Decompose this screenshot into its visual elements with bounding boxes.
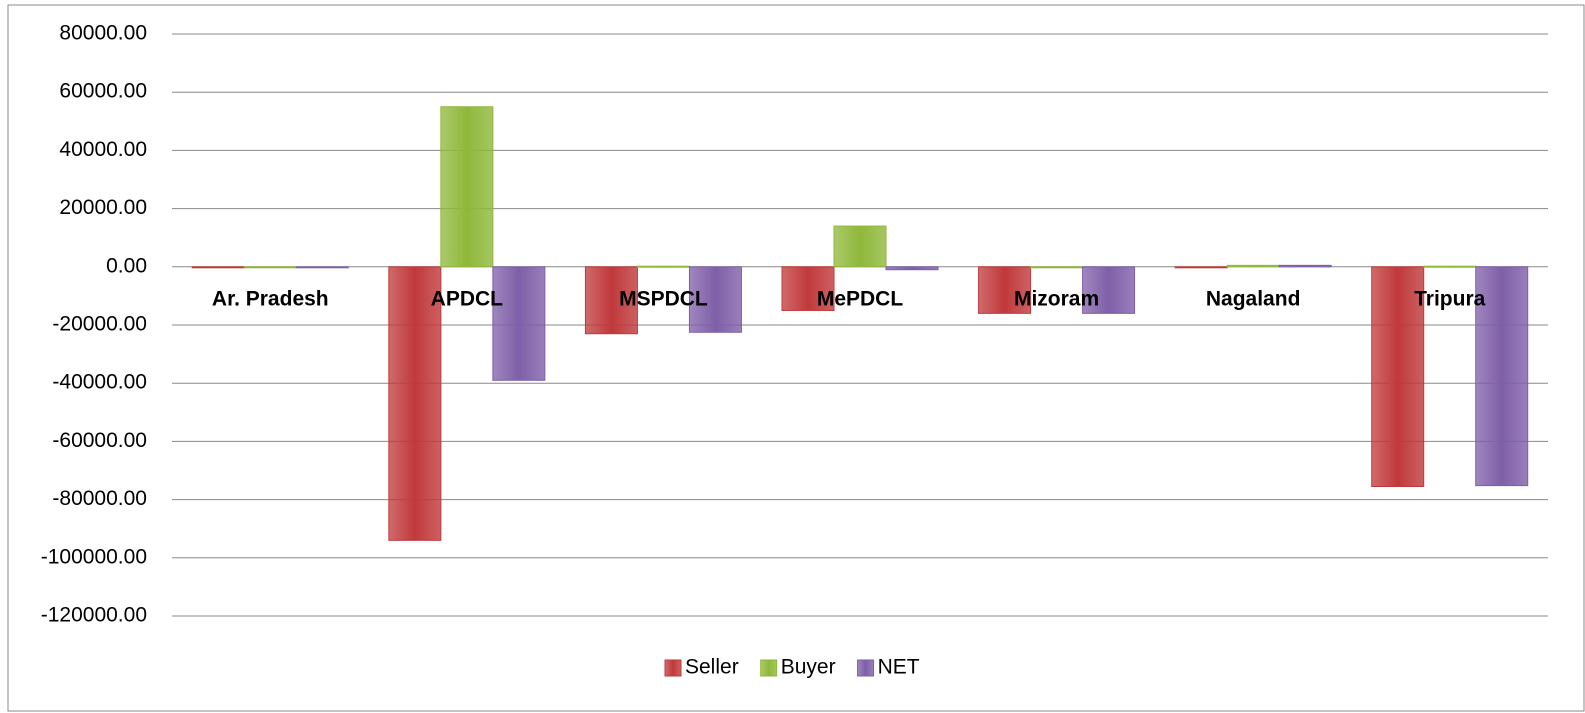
legend-label: Seller [685,656,739,679]
legend-swatch [857,659,875,677]
bar [1082,266,1136,314]
bar [584,266,638,335]
y-tick-label: -120000.00 [41,604,147,627]
y-tick-label: 20000.00 [59,196,147,219]
bar [1423,265,1477,268]
bar [440,106,494,268]
chart-border [7,4,1585,712]
bar [1226,264,1280,268]
y-tick-label: -80000.00 [52,487,147,510]
x-tick-label: Nagaland [1206,288,1301,311]
x-tick-label: Tripura [1414,288,1486,311]
bar [781,266,835,311]
y-tick-label: -100000.00 [41,545,147,568]
legend-label: Buyer [781,656,836,679]
bar [388,266,442,541]
legend-swatch [760,659,778,677]
bar [191,266,245,269]
bar [492,266,546,381]
bar [1371,266,1425,488]
x-tick-label: APDCL [431,288,504,311]
bar [885,266,939,271]
legend-label: NET [878,656,920,679]
bar [295,266,349,269]
bar [243,266,297,269]
y-tick-label: -40000.00 [52,371,147,394]
bar [833,225,887,268]
y-tick-label: -20000.00 [52,313,147,336]
legend-swatch [664,659,682,677]
y-tick-label: 80000.00 [59,22,147,45]
bar [636,265,690,268]
x-tick-label: Mizoram [1014,288,1099,311]
y-tick-label: 40000.00 [59,138,147,161]
bar [1475,266,1529,487]
y-tick-label: 60000.00 [59,80,147,103]
y-tick-label: -60000.00 [52,429,147,452]
bar [688,266,742,333]
x-tick-label: MePDCL [817,288,904,311]
bar [1174,266,1228,269]
bar [1030,266,1084,269]
bar [978,266,1032,314]
bar [1278,264,1332,268]
y-tick-label: 0.00 [106,254,147,277]
x-tick-label: MSPDCL [619,288,708,311]
x-tick-label: Ar. Pradesh [212,288,329,311]
